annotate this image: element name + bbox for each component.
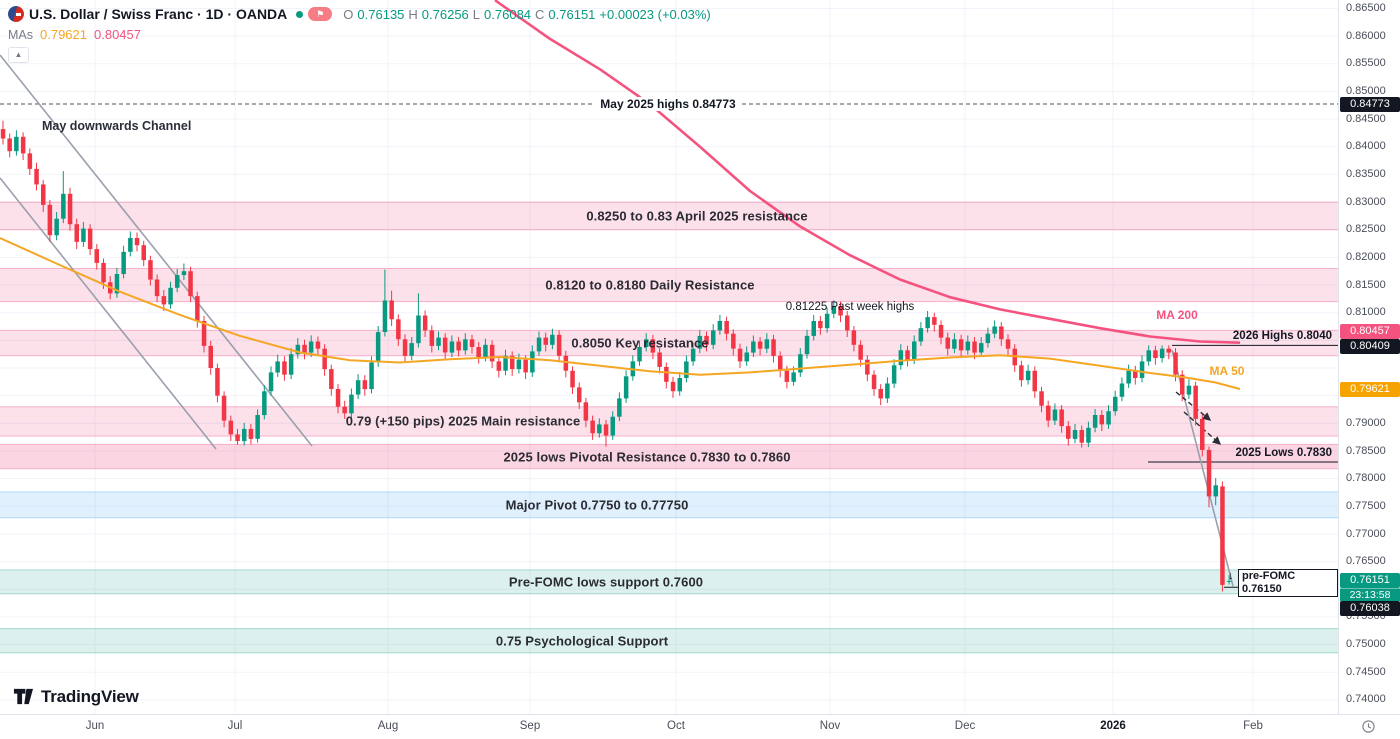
price-axis-badge: 0.76151: [1340, 573, 1400, 589]
price-axis-tick: 0.84000: [1346, 140, 1386, 153]
open-label: O: [343, 6, 354, 22]
close-value: 0.76151: [548, 6, 596, 22]
price-axis-tick: 0.74500: [1346, 665, 1386, 678]
ma200-value: 0.80457: [94, 27, 141, 42]
symbol-legend: U.S. Dollar / Swiss Franc · 1D · OANDA ⚑…: [8, 5, 711, 63]
change-value: +0.00023 (+0.03%): [599, 6, 711, 22]
time-axis-label: Sep: [519, 720, 541, 732]
price-axis-tick: 0.74000: [1346, 693, 1386, 706]
price-axis-tick: 0.78000: [1346, 472, 1386, 485]
ohlc-values: O 0.76135 H 0.76256 L 0.76084 C 0.76151 +0.0…: [343, 7, 710, 22]
time-axis-label: Feb: [1243, 720, 1263, 732]
price-axis-badge: 0.79621: [1340, 381, 1400, 397]
instrument-logo-icon: [8, 6, 24, 22]
price-axis-tick: 0.82500: [1346, 223, 1386, 236]
price-axis-badge: 0.84773: [1340, 96, 1400, 112]
low-label: L: [472, 6, 481, 22]
flag-button[interactable]: ⚑: [308, 7, 333, 21]
price-axis-tick: 0.85500: [1346, 57, 1386, 70]
time-axis-label: Nov: [819, 720, 841, 732]
price-axis[interactable]: 0.86500 0.86000 0.85500 0.85000 0.84500 0.840…: [1338, 0, 1400, 714]
price-axis-tick: 0.79000: [1346, 416, 1386, 429]
high-value: 0.76256: [421, 6, 469, 22]
price-axis-tick: 0.81000: [1346, 306, 1386, 319]
price-axis-tick: 0.78500: [1346, 444, 1386, 457]
high-label: H: [408, 6, 418, 22]
chart-canvas[interactable]: 0.8250 to 0.83 April 2025 resistance 0.81…: [0, 0, 1338, 714]
collapse-legend-button[interactable]: ▲: [8, 47, 29, 63]
close-label: C: [535, 6, 545, 22]
price-axis-tick: 0.82000: [1346, 250, 1386, 263]
low-value: 0.76084: [484, 6, 532, 22]
price-axis-tick: 0.86000: [1346, 29, 1386, 42]
candle-countdown: 23:13:58: [1340, 588, 1400, 602]
price-axis-tick: 0.83500: [1346, 167, 1386, 180]
time-axis-label: Oct: [667, 720, 685, 732]
price-axis-tick: 0.76500: [1346, 555, 1386, 568]
time-axis-label: Aug: [377, 720, 399, 732]
price-axis-tick: 0.85000: [1346, 84, 1386, 97]
price-axis-tick: 0.83000: [1346, 195, 1386, 208]
time-axis[interactable]: Jun Jul Aug Sep Oct Nov Dec 2026 Feb: [0, 714, 1400, 739]
time-axis-label: 2026: [1100, 720, 1126, 732]
time-axis-label: Jul: [227, 720, 243, 732]
price-axis-badge: 0.80409: [1340, 338, 1400, 354]
open-value: 0.76135: [357, 6, 405, 22]
price-axis-tick: 0.77500: [1346, 499, 1386, 512]
symbol-title[interactable]: U.S. Dollar / Swiss Franc · 1D · OANDA: [29, 6, 288, 22]
ma-legend[interactable]: MAs 0.79621 0.80457: [8, 27, 711, 42]
price-axis-tick: 0.75000: [1346, 638, 1386, 651]
price-axis-tick: 0.84500: [1346, 112, 1386, 125]
price-axis-tick: 0.81500: [1346, 278, 1386, 291]
time-axis-label: Dec: [954, 720, 976, 732]
ma50-value: 0.79621: [40, 27, 87, 42]
price-axis-badge: 0.76038: [1340, 600, 1400, 616]
price-axis-tick: 0.77000: [1346, 527, 1386, 540]
tradingview-logo-text: TradingView: [41, 686, 139, 706]
time-axis-label: Jun: [85, 720, 105, 732]
candlestick-chart[interactable]: [0, 0, 1338, 714]
price-axis-badge: 0.80457: [1340, 323, 1400, 339]
tradingview-logo[interactable]: TradingView: [13, 686, 139, 707]
timezone-clock-icon[interactable]: [1362, 720, 1375, 733]
price-axis-tick: 0.86500: [1346, 2, 1386, 14]
market-status-dot-icon: [296, 10, 304, 18]
mas-label: MAs: [8, 27, 33, 42]
tradingview-logo-icon: [13, 688, 34, 705]
